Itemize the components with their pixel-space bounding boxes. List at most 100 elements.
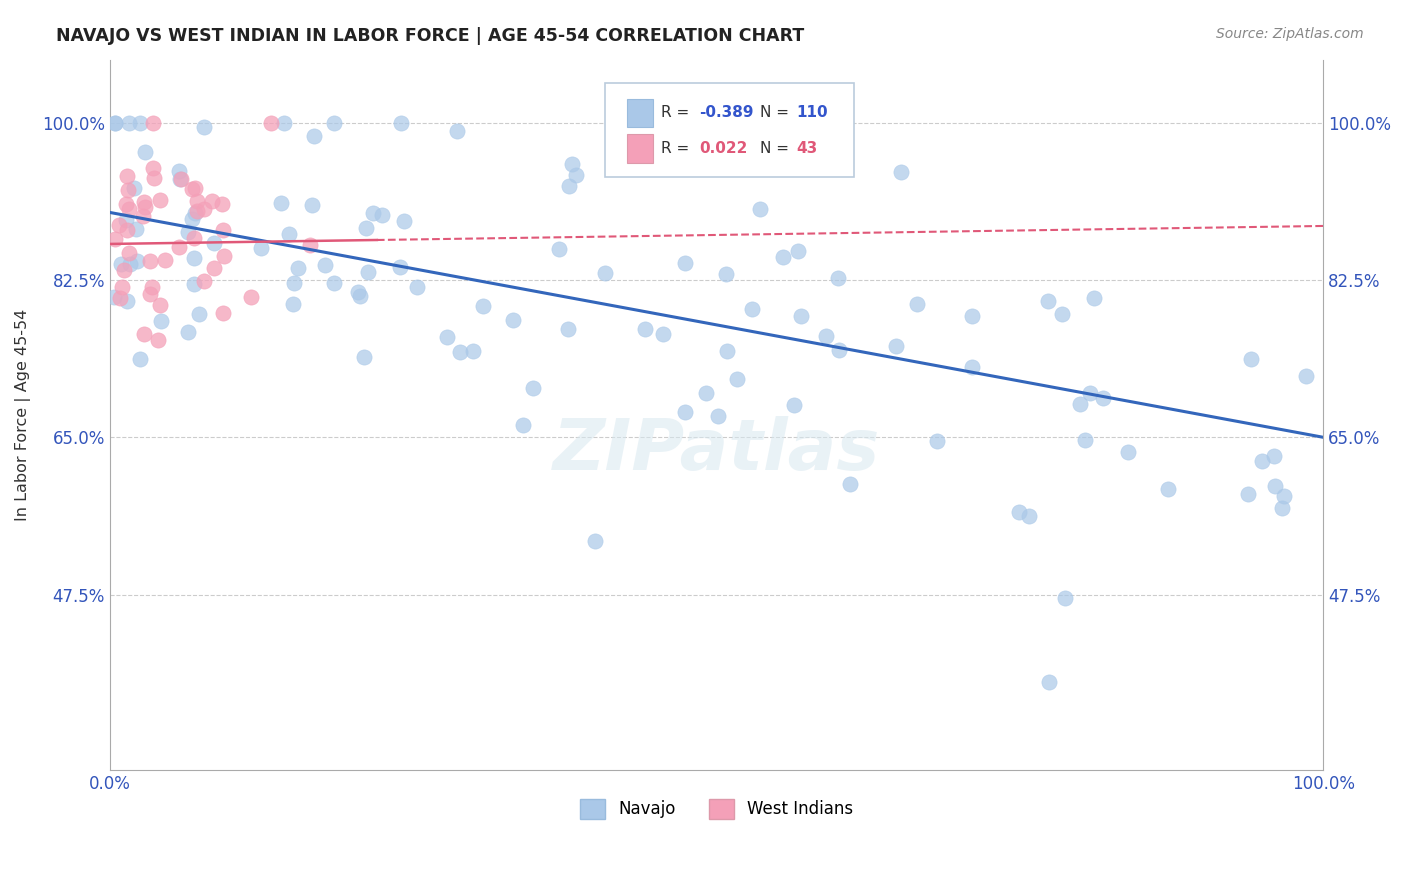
Point <box>502 313 524 327</box>
Point <box>149 194 172 208</box>
Point <box>548 242 571 256</box>
Point <box>1078 385 1101 400</box>
Point <box>250 241 273 255</box>
Point <box>134 200 156 214</box>
Point <box>134 145 156 159</box>
Point <box>1239 351 1261 366</box>
Point <box>838 477 860 491</box>
Point <box>132 209 155 223</box>
Text: R =: R = <box>661 105 695 120</box>
Point <box>561 156 583 170</box>
Point <box>169 164 191 178</box>
Point <box>299 238 322 252</box>
Point <box>389 115 412 129</box>
Point <box>436 330 458 344</box>
Point <box>177 326 200 340</box>
Point <box>239 290 262 304</box>
Point <box>108 219 131 233</box>
Point <box>772 250 794 264</box>
FancyBboxPatch shape <box>627 99 654 127</box>
Point <box>634 321 657 335</box>
Point <box>186 204 208 219</box>
Point <box>167 240 190 254</box>
Point <box>301 198 323 212</box>
Point <box>114 263 136 277</box>
Point <box>322 115 344 129</box>
Point <box>749 202 772 216</box>
Point <box>177 225 200 239</box>
Point <box>564 168 586 182</box>
Point <box>183 181 205 195</box>
Text: Source: ZipAtlas.com: Source: ZipAtlas.com <box>1216 27 1364 41</box>
Point <box>1053 591 1076 606</box>
Point <box>673 255 696 269</box>
Point <box>124 221 146 235</box>
Point <box>142 115 165 129</box>
Point <box>148 334 170 348</box>
Point <box>302 128 325 143</box>
Text: 110: 110 <box>797 105 828 120</box>
Point <box>141 280 163 294</box>
Point <box>1156 482 1178 496</box>
Point <box>1050 307 1073 321</box>
Point <box>201 194 224 209</box>
Point <box>1091 392 1114 406</box>
Point <box>1036 294 1059 309</box>
Point <box>118 202 141 216</box>
Point <box>361 206 384 220</box>
Point <box>111 280 134 294</box>
Point <box>281 297 304 311</box>
Point <box>463 343 485 358</box>
Point <box>202 235 225 250</box>
Point <box>181 182 204 196</box>
Point <box>139 254 162 268</box>
Point <box>193 274 215 288</box>
Point <box>1116 445 1139 459</box>
Point <box>884 339 907 353</box>
Point <box>193 202 215 216</box>
Point <box>449 345 471 359</box>
Point <box>354 221 377 235</box>
Point <box>1236 487 1258 501</box>
Point <box>960 310 983 324</box>
Point <box>1295 368 1317 383</box>
Point <box>1074 433 1097 447</box>
Point <box>472 299 495 313</box>
Point <box>110 257 132 271</box>
Point <box>1264 479 1286 493</box>
Point <box>1069 397 1091 411</box>
Point <box>446 124 468 138</box>
Point <box>716 344 738 359</box>
Point <box>827 271 849 285</box>
Point <box>211 197 233 211</box>
Text: 0.022: 0.022 <box>700 141 748 156</box>
Point <box>714 267 737 281</box>
Point <box>890 165 912 179</box>
Point <box>193 120 215 134</box>
Point <box>134 194 156 209</box>
Point <box>558 179 581 194</box>
Point <box>212 249 235 263</box>
Point <box>287 260 309 275</box>
Point <box>695 385 717 400</box>
Point <box>169 171 191 186</box>
Point <box>149 298 172 312</box>
Point <box>183 252 205 266</box>
Point <box>125 254 148 268</box>
Point <box>512 417 534 432</box>
Point <box>211 306 233 320</box>
Point <box>278 227 301 242</box>
Point <box>186 194 208 209</box>
Point <box>1263 449 1285 463</box>
Point <box>117 183 139 197</box>
Point <box>783 398 806 412</box>
Point <box>593 266 616 280</box>
Point <box>905 297 928 311</box>
Point <box>183 231 205 245</box>
Point <box>104 232 127 246</box>
Point <box>1018 508 1040 523</box>
Point <box>117 246 139 260</box>
Point <box>169 172 191 186</box>
Point <box>103 115 125 129</box>
Point <box>347 285 370 299</box>
